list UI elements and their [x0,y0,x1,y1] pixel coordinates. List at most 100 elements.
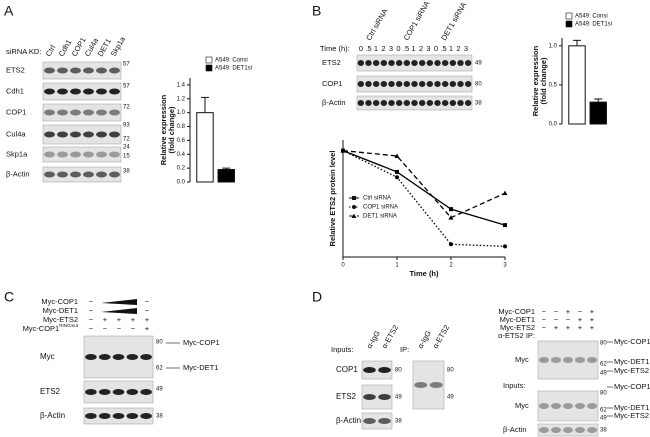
band [98,354,111,360]
band [83,151,94,158]
band [426,81,434,87]
time-label: Time (h): [320,44,350,53]
x-tick-label: 1 [395,263,399,269]
bar [217,169,235,183]
band [57,151,68,158]
band [363,418,376,424]
blot [42,146,122,163]
legend-swatch [565,12,573,20]
band [550,357,562,363]
mw-marker: 62 [600,408,607,414]
mw-marker: 80 [475,82,482,88]
legend-label: Ctrl siRNA [363,196,391,202]
y-tick-label: 0.4 [177,152,186,158]
band [449,60,457,66]
lane-label: Ctrl [44,43,58,58]
band [378,367,391,373]
mw-marker: 80 [447,368,454,374]
band [449,81,457,87]
mw-marker: 93 [123,123,130,129]
error-bar [594,98,603,103]
band [112,413,125,419]
band [44,131,55,138]
antibody-label: α-ETS2 [431,323,452,350]
y-axis-label: Relative ETS2 protein level [328,151,337,247]
blot [42,166,122,183]
band [441,60,449,66]
mw-marker: 80 [600,341,607,347]
mw-marker: 80 [395,368,402,374]
group-label: COP1 siRNA [402,0,432,42]
band [426,100,434,106]
band-label: Myc-COP1 [183,338,220,347]
blot-label: COP1 [6,107,26,116]
blot-label: ETS2 [6,65,25,74]
band [57,109,68,116]
mw-marker: 49 [395,395,402,401]
band [426,60,434,66]
legend-marker [351,213,357,218]
ip-label: IP: [400,345,409,354]
x-axis-label: Time (h) [409,269,439,278]
wedge [101,308,137,314]
blot [537,340,599,380]
x-tick-label: 3 [503,263,507,269]
band [109,109,120,116]
sign: + [566,307,571,316]
band [357,60,365,66]
sign: − [89,297,94,306]
band [414,382,428,388]
condition-label: Myc-DET1 [500,315,535,324]
sign: + [578,323,583,332]
legend-label: A549: DET1si [575,22,612,28]
mw-marker: 49 [475,61,482,67]
mw-marker: 38 [600,428,607,434]
band [57,88,68,95]
sign: − [578,307,583,316]
y-tick-label: 1.4 [177,83,186,89]
error-bar [222,167,231,170]
y-tick-label: 0.5 [549,82,558,88]
sign: − [145,297,150,306]
blot [361,360,393,380]
band [363,367,376,373]
band [140,354,152,360]
condition-label: Myc-ETS2 [500,323,535,332]
blot-label: Myc [515,401,529,410]
band [83,171,94,178]
band [96,67,107,74]
band [112,354,125,360]
band-label: Myc-DET1 [614,403,649,412]
mw-marker: 62 [600,362,607,368]
band [57,131,68,138]
band [109,88,120,95]
band [441,81,449,87]
band [586,357,598,363]
y-axis-label: Relative expression [531,45,540,116]
band [70,131,81,138]
condition-label: Myc-COP1RINGmut [23,323,79,333]
y-tick-label: 0.6 [177,138,186,144]
band [98,413,111,419]
band [441,100,449,106]
mw-marker: 49 [156,387,163,393]
band [457,81,464,87]
band [586,427,598,433]
band [365,60,372,66]
band [85,389,97,395]
band [363,394,376,400]
mw-marker: 72 [123,137,130,143]
band [380,81,388,87]
blot-label: Cul4a [6,129,26,138]
band [434,60,441,66]
blot [537,423,599,437]
condition-label: Myc-COP1 [498,307,535,316]
time-tick: 3 [389,44,393,53]
band [574,427,586,433]
band [562,427,574,433]
legend-marker [352,196,356,200]
band [403,100,411,106]
sign: + [590,307,595,316]
marker [448,215,454,220]
band [70,109,81,116]
